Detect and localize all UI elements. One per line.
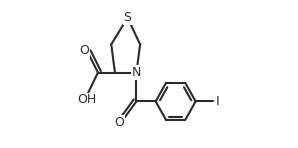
- Text: OH: OH: [77, 93, 97, 106]
- Text: S: S: [124, 11, 131, 24]
- Text: I: I: [216, 95, 220, 108]
- Text: O: O: [114, 116, 124, 129]
- Text: N: N: [132, 66, 141, 79]
- Text: O: O: [79, 44, 89, 57]
